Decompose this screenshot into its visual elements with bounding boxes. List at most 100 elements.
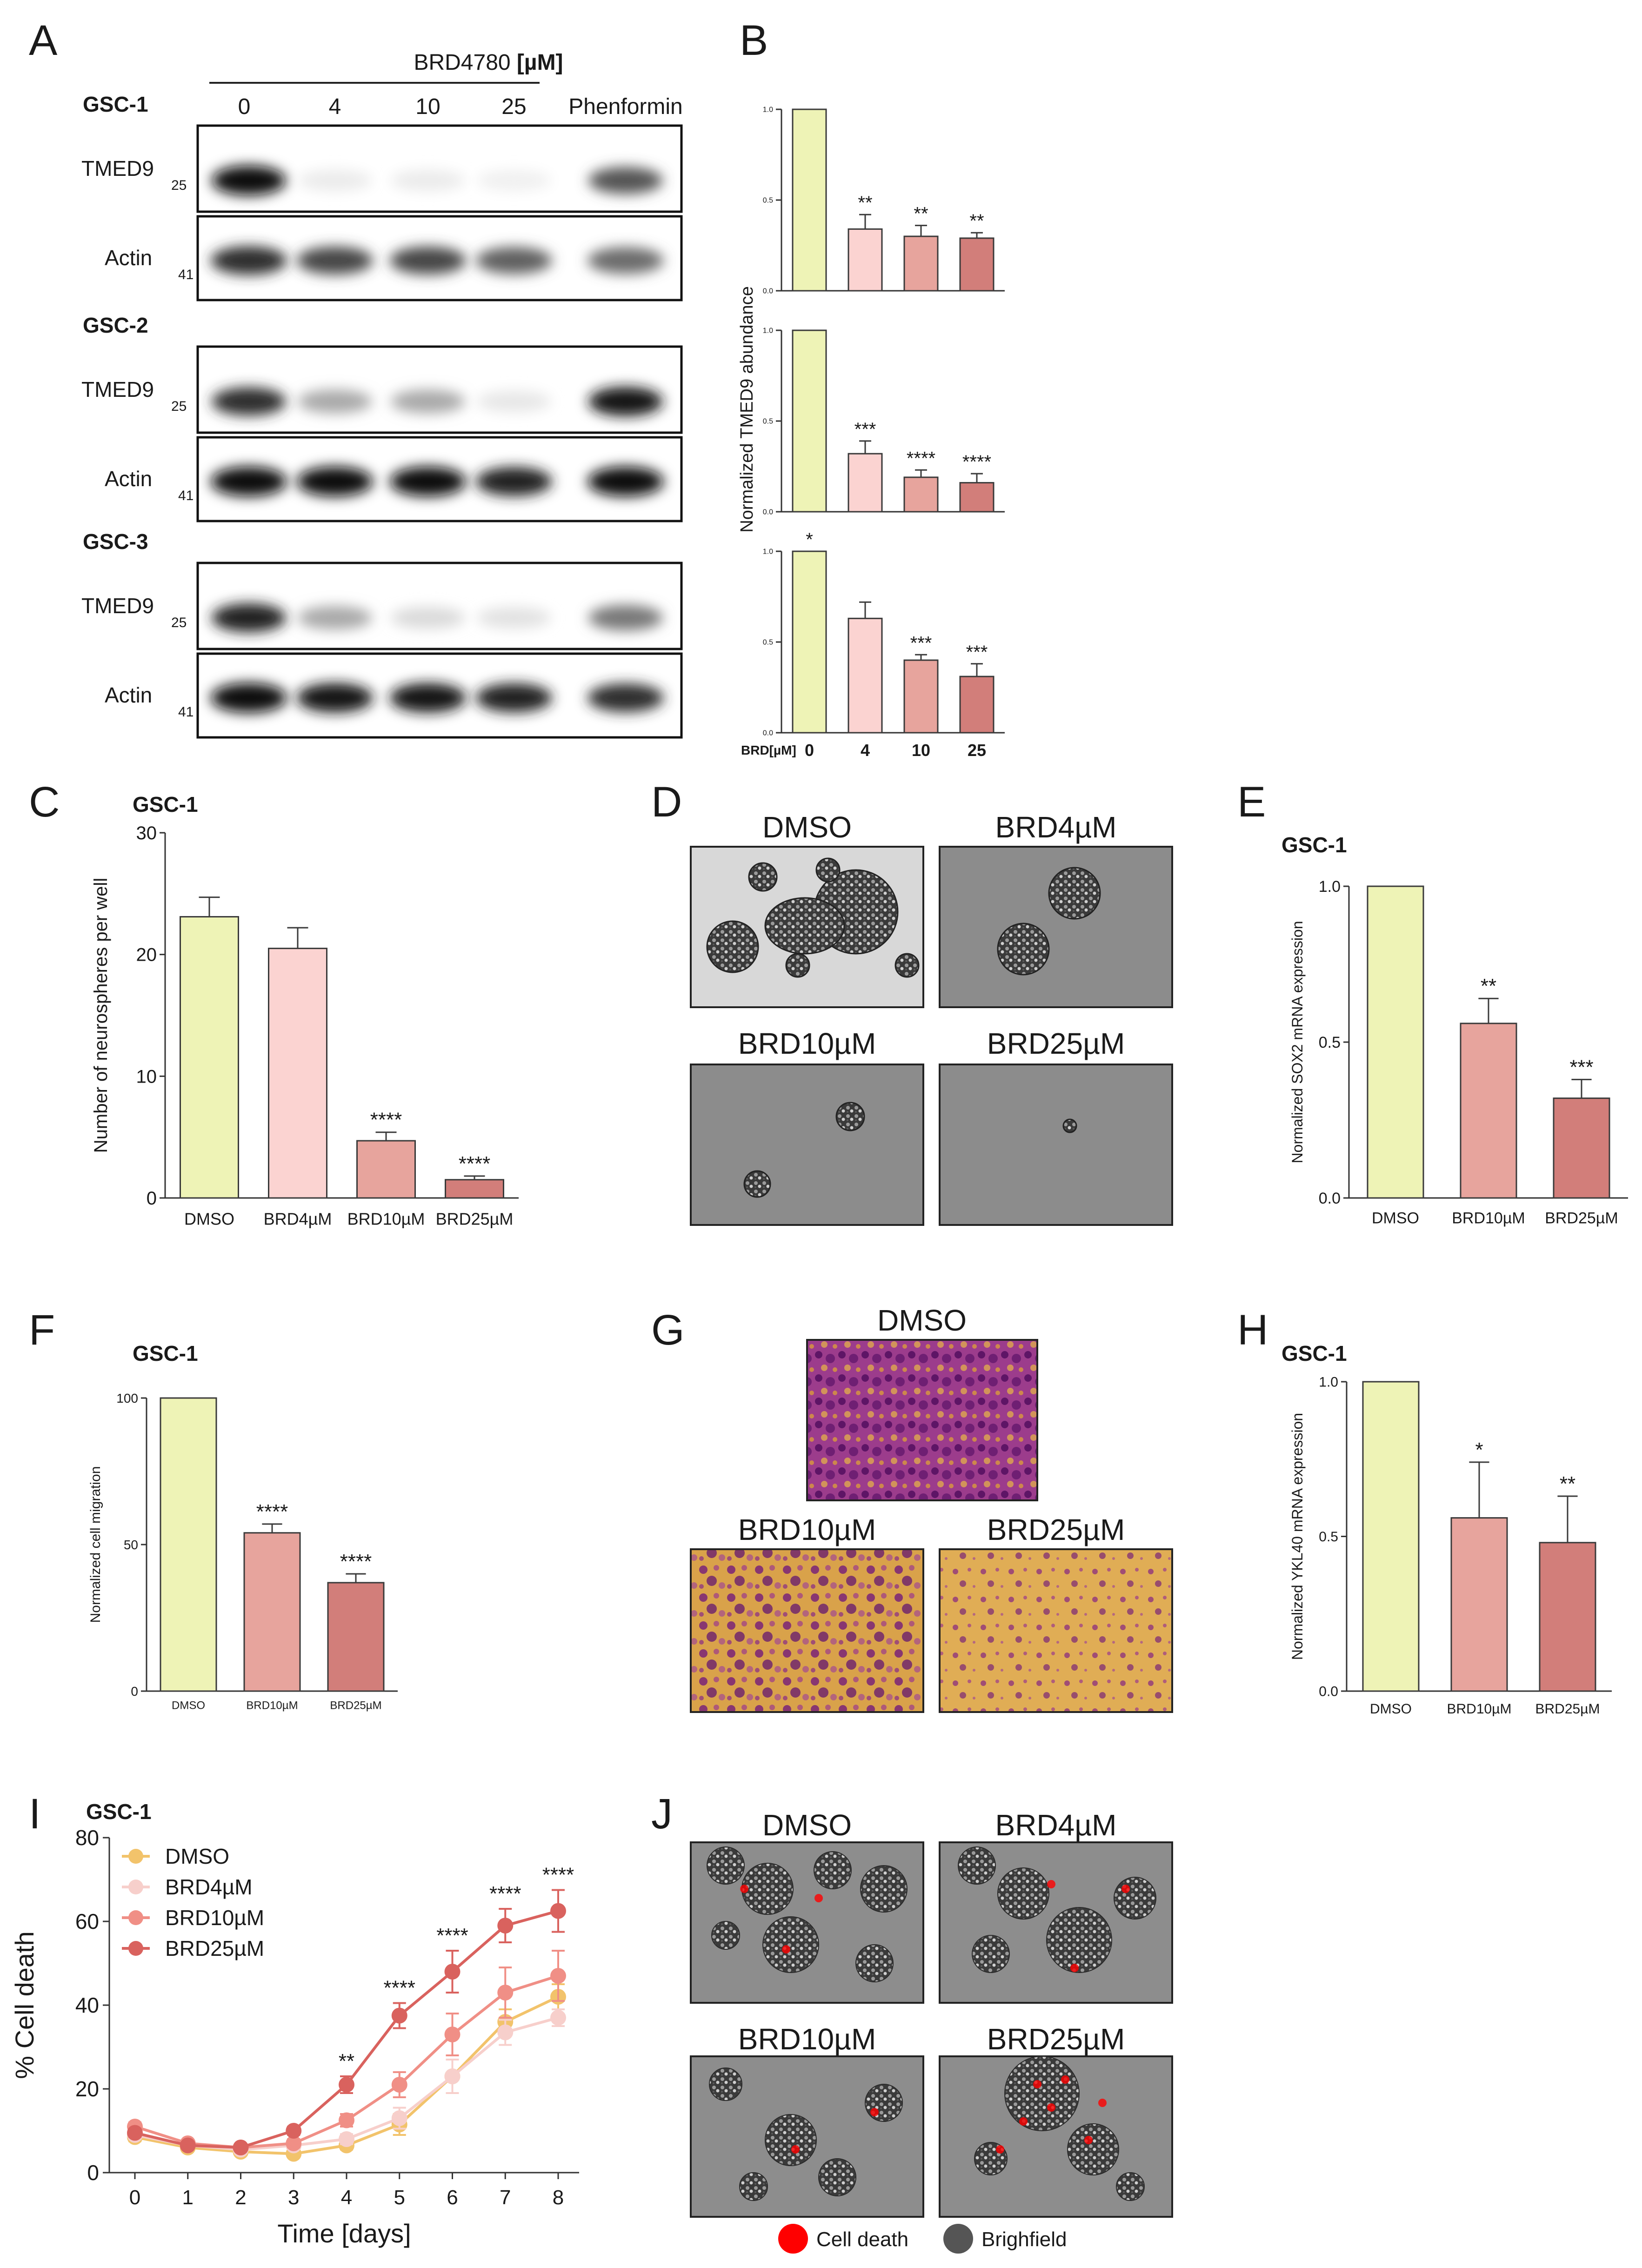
y-tick-label: 0 (87, 2161, 99, 2185)
migration-image (690, 1548, 924, 1713)
blot-target-mw: 25 (171, 178, 187, 193)
legend-entry: BRD25µM (165, 1936, 264, 1960)
data-point (339, 2077, 354, 2093)
significance-stars: **** (489, 1882, 521, 1905)
significance-stars: ** (858, 193, 872, 213)
significance-stars: **** (459, 1152, 491, 1175)
significance-stars: **** (340, 1550, 372, 1573)
category-label: DMSO (172, 1699, 205, 1712)
y-tick-label: 0.5 (763, 197, 773, 205)
y-tick-label: 30 (136, 823, 157, 843)
significance-stars: ** (339, 2050, 354, 2073)
panel-e-chart: 0.0 0.5 1.0 DMSO ** BRD10µM *** BRD25µM (1319, 878, 1628, 1227)
cell-line-label: GSC-3 (83, 529, 148, 554)
series-line (134, 1995, 559, 2155)
blot-band (587, 467, 664, 496)
panel-h-chart: 0.0 0.5 1.0 DMSO * BRD10µM ** BRD25µM (1319, 1375, 1612, 1717)
bar (959, 237, 995, 292)
blot-target-box (196, 562, 683, 650)
category-label: BRD25µM (1535, 1701, 1600, 1717)
bar (792, 550, 827, 734)
blot-loading-mw: 41 (178, 267, 194, 282)
y-tick-label: 1.0 (763, 548, 773, 556)
neurosphere (748, 862, 778, 892)
panel-letter-j: J (651, 1790, 673, 1838)
cell-death-signal (1047, 1880, 1055, 1888)
image-label: BRD25µM (987, 2022, 1125, 2056)
blot-target-mw: 25 (171, 399, 187, 414)
bar (1362, 1381, 1420, 1692)
y-tick-label: 1.0 (1319, 1375, 1338, 1390)
legend-swatch-dot (128, 1941, 143, 1956)
significance-stars: **** (436, 1924, 468, 1947)
data-point (550, 1968, 566, 1984)
y-tick-label: 1.0 (1319, 878, 1341, 896)
panel-b-category: 10 (912, 741, 930, 760)
blot-band (588, 167, 663, 194)
category-label: DMSO (1372, 1209, 1419, 1227)
panel-letter-f: F (29, 1306, 55, 1354)
chart-title: GSC-1 (133, 1341, 198, 1365)
neurosphere (785, 953, 810, 978)
y-tick-label: 0 (131, 1684, 138, 1699)
significance-stars: *** (1569, 1056, 1593, 1078)
data-point (550, 2010, 566, 2026)
blot-target-box (196, 345, 683, 434)
x-tick-label: 4 (341, 2186, 352, 2209)
blot-band (390, 247, 466, 274)
data-point (444, 2027, 461, 2042)
data-point (286, 2123, 302, 2139)
bar (356, 1140, 416, 1199)
cell-cluster (958, 1847, 996, 1885)
image-label: BRD10µM (738, 2022, 876, 2056)
cell-cluster (1046, 1907, 1112, 1973)
x-tick-label: 5 (394, 2186, 405, 2209)
cell-line-label: GSC-2 (83, 313, 148, 337)
blot-band (476, 683, 552, 713)
blot-band (212, 387, 286, 416)
bar (959, 482, 995, 513)
category-label: DMSO (184, 1210, 234, 1229)
significance-stars: ** (1481, 975, 1496, 997)
bar (848, 228, 883, 292)
blot-loading-label: Actin (105, 683, 152, 707)
blot-band (588, 387, 663, 416)
cell-death-signal (1084, 2136, 1093, 2144)
data-point (286, 2135, 302, 2151)
image-label: BRD4µM (995, 1808, 1117, 1842)
cell-cluster (741, 1863, 794, 1915)
data-point (497, 1985, 514, 2000)
blot-band (476, 467, 552, 496)
x-tick-label: 1 (182, 2186, 194, 2209)
image-label: BRD10µM (738, 1027, 876, 1060)
blot-band (588, 605, 663, 631)
cell-cluster (709, 2067, 742, 2101)
blot-band (391, 607, 465, 629)
cell-cluster (1067, 2123, 1119, 2175)
blot-band (477, 170, 551, 191)
legend-swatch-dot (128, 1880, 143, 1894)
panel-b-category: 25 (968, 741, 986, 760)
microscopy-image (939, 846, 1173, 1008)
blot-target-mw: 25 (171, 615, 187, 630)
data-point (497, 1918, 514, 1933)
category-label: BRD10µM (347, 1210, 425, 1229)
legend-swatch-cell-death (778, 2224, 808, 2254)
category-label: BRD10µM (1452, 1209, 1525, 1227)
treatment-label: BRD4780 [µM] (414, 50, 563, 75)
significance-stars: ** (969, 211, 984, 231)
significance-stars: **** (256, 1500, 288, 1523)
treatment-unit: [µM] (517, 50, 563, 75)
cell-cluster (818, 2158, 856, 2196)
cell-death-signal (1121, 1885, 1130, 1893)
significance-stars: **** (542, 1864, 574, 1887)
cell-cluster (765, 2114, 817, 2166)
panel-letter-i: I (29, 1790, 41, 1838)
control-label: Phenformin (568, 94, 682, 119)
neurosphere (815, 857, 841, 883)
bar (327, 1582, 385, 1692)
y-tick-label: 40 (75, 1993, 99, 2017)
migration-image (939, 1548, 1173, 1713)
bar (1553, 1097, 1610, 1199)
blot-band (298, 389, 372, 414)
